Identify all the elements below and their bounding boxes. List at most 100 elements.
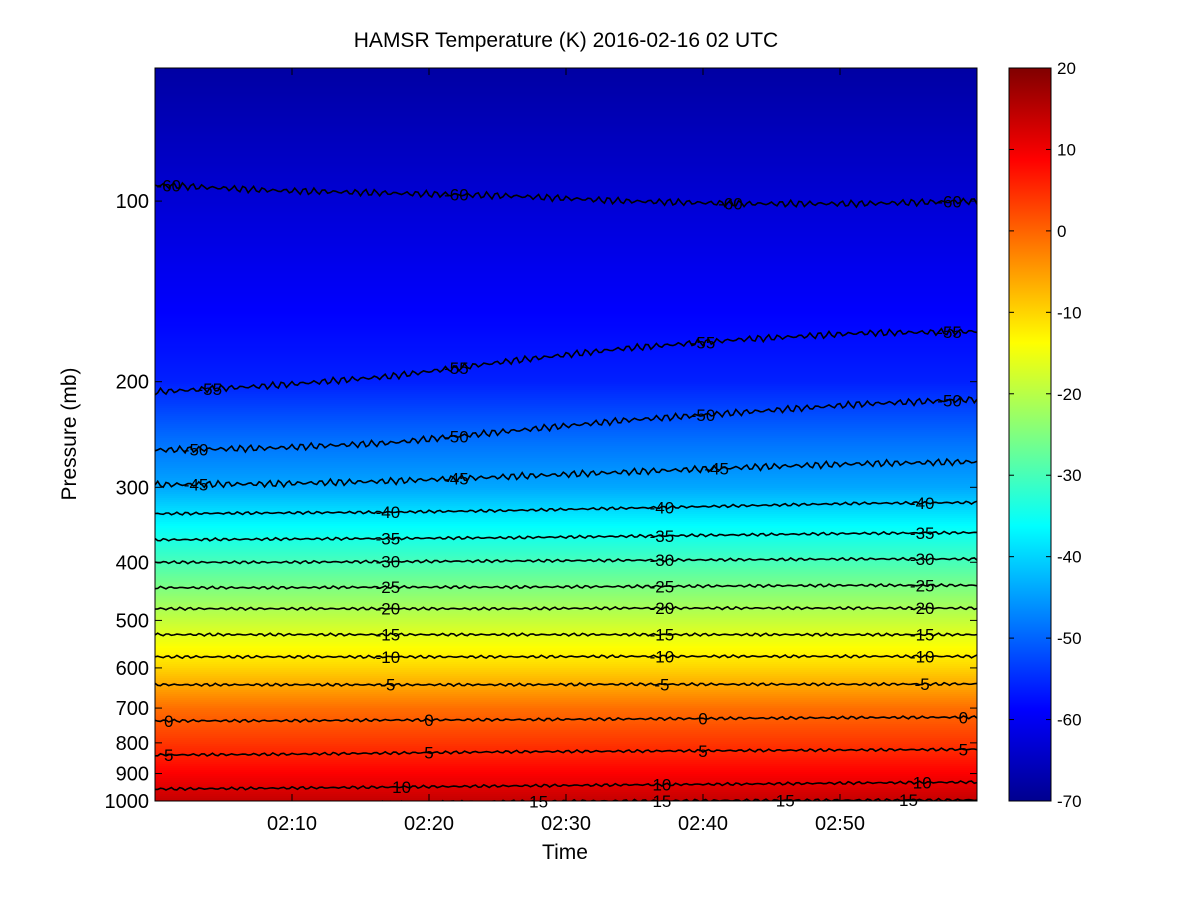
plot-area: -60 -60 -60 -60-55-55-55-55-50-50-50-50-45-…: [154, 67, 978, 811]
heatmap-band: [155, 292, 977, 295]
heatmap-band: [155, 464, 977, 467]
contour-label: -50: [444, 427, 469, 446]
heatmap-band: [155, 350, 977, 353]
heatmap-band: [155, 470, 977, 473]
heatmap-band: [155, 240, 977, 243]
colorbar: 20 10 0 -10 -20 -30 -40 -50 -60 -70: [1008, 59, 1082, 811]
heatmap-band: [155, 218, 977, 221]
heatmap-band: [155, 520, 977, 523]
heatmap-band: [155, 228, 977, 231]
heatmap-band: [155, 130, 977, 133]
heatmap-band: [155, 624, 977, 627]
heatmap-band: [155, 694, 977, 697]
heatmap-band: [155, 526, 977, 529]
heatmap-band: [155, 126, 977, 129]
contour-label: -50: [184, 440, 209, 459]
heatmap-band: [155, 214, 977, 217]
heatmap-band: [155, 92, 977, 95]
heatmap-band: [155, 608, 977, 611]
heatmap-band: [155, 398, 977, 401]
heatmap-band: [155, 294, 977, 297]
contour-line: [155, 632, 977, 637]
contour-line: [155, 530, 977, 542]
heatmap-band: [155, 354, 977, 357]
heatmap-band: [155, 790, 977, 793]
heatmap-band: [155, 124, 977, 127]
heatmap-band: [155, 174, 977, 177]
y-tick-label: 100: [116, 191, 149, 213]
heatmap-band: [155, 280, 977, 283]
heatmap-band: [155, 686, 977, 689]
heatmap-band: [155, 632, 977, 635]
heatmap-band: [155, 338, 977, 341]
heatmap-band: [155, 282, 977, 285]
heatmap-band: [155, 512, 977, 515]
heatmap-band: [155, 700, 977, 703]
heatmap-band: [155, 692, 977, 695]
heatmap-band: [155, 322, 977, 325]
heatmap-band: [155, 356, 977, 359]
heatmap-band: [155, 150, 977, 153]
heatmap-band: [155, 576, 977, 579]
heatmap-band: [155, 702, 977, 705]
heatmap-band: [155, 342, 977, 345]
heatmap-band: [155, 412, 977, 415]
heatmap-band: [155, 490, 977, 493]
heatmap-band: [155, 216, 977, 219]
contour-label: -30: [376, 553, 401, 572]
contour-label: -30: [910, 550, 935, 569]
heatmap-band: [155, 396, 977, 399]
heatmap-band: [155, 498, 977, 501]
heatmap-band: [155, 198, 977, 201]
heatmap-band: [155, 164, 977, 167]
heatmap-band: [155, 770, 977, 773]
heatmap-band: [155, 738, 977, 741]
heatmap-band: [155, 186, 977, 189]
heatmap-band: [155, 160, 977, 163]
heatmap-band: [155, 170, 977, 173]
y-tick-label: 400: [116, 552, 149, 574]
heatmap-band: [155, 622, 977, 625]
heatmap-band: [155, 190, 977, 193]
heatmap-band: [155, 420, 977, 423]
heatmap-band: [155, 652, 977, 655]
contour-label: -50: [937, 391, 962, 410]
heatmap-band: [155, 742, 977, 745]
heatmap-band: [155, 740, 977, 743]
heatmap-band: [155, 116, 977, 119]
heatmap-band: [155, 428, 977, 431]
heatmap-band: [155, 670, 977, 673]
heatmap-band: [155, 494, 977, 497]
heatmap-band: [155, 336, 977, 339]
heatmap-band: [155, 194, 977, 197]
contour-line: [155, 605, 977, 612]
heatmap-band: [155, 556, 977, 559]
heatmap-band: [155, 278, 977, 281]
heatmap-band: [155, 296, 977, 299]
heatmap-band: [155, 330, 977, 333]
heatmap-band: [155, 318, 977, 321]
heatmap-band: [155, 380, 977, 383]
heatmap-field: [155, 68, 977, 801]
heatmap-band: [155, 188, 977, 191]
heatmap-band: [155, 604, 977, 607]
heatmap-band: [155, 476, 977, 479]
heatmap-band: [155, 226, 977, 229]
heatmap-band: [155, 120, 977, 123]
heatmap-band: [155, 76, 977, 79]
heatmap-band: [155, 266, 977, 269]
heatmap-band: [155, 602, 977, 605]
contour-label: -20: [910, 599, 935, 618]
heatmap-band: [155, 200, 977, 203]
heatmap-band: [155, 442, 977, 445]
contour-label: -50: [691, 406, 716, 425]
heatmap-band: [155, 486, 977, 489]
heatmap-band: [155, 778, 977, 781]
contour-line: [155, 181, 977, 209]
heatmap-band: [155, 606, 977, 609]
heatmap-band: [155, 268, 977, 271]
contour-label: -60: [156, 177, 181, 196]
y-tick-label: 300: [116, 477, 149, 499]
heatmap-band: [155, 262, 977, 265]
